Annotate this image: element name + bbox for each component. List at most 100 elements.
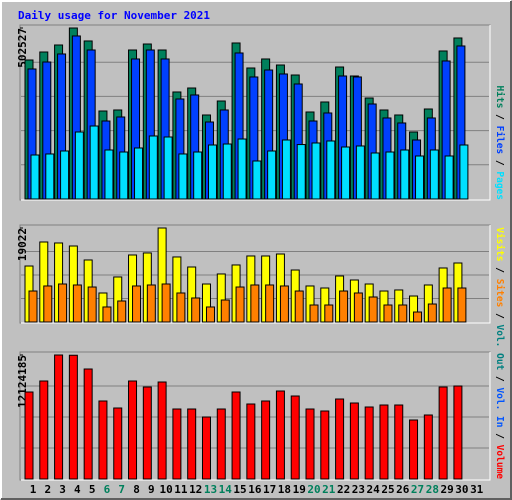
x-tick-label: 4 (74, 483, 81, 496)
bar (335, 398, 345, 480)
bar (309, 304, 319, 323)
bar (119, 151, 129, 200)
bar (409, 419, 419, 480)
x-tick-label: 15 (233, 483, 246, 496)
bar (281, 139, 291, 200)
bar (128, 380, 138, 480)
bar (28, 290, 38, 323)
bar (294, 290, 304, 323)
bar (341, 146, 351, 200)
bar (275, 390, 285, 480)
bar (252, 160, 262, 200)
bar (237, 138, 247, 200)
x-tick-label: 30 (455, 483, 468, 496)
legend-separator: / (494, 370, 505, 387)
x-tick-label: 26 (396, 483, 410, 496)
bar (68, 354, 78, 480)
bar (250, 284, 260, 323)
bar (413, 311, 423, 323)
bar (349, 402, 359, 480)
bar (43, 285, 53, 323)
x-tick-label: 29 (440, 483, 453, 496)
x-tick-label: 25 (381, 483, 394, 496)
bar (205, 306, 215, 323)
bar (400, 149, 410, 200)
bar (320, 410, 330, 480)
x-tick-label: 17 (263, 483, 276, 496)
x-tick-label: 21 (322, 483, 336, 496)
bar (394, 404, 404, 480)
bar (368, 296, 378, 323)
legend-separator: / (494, 154, 505, 171)
y-tick-label: 19022 (16, 228, 29, 261)
legend-entry: Hits (494, 86, 505, 109)
bar (161, 283, 171, 323)
bar (267, 150, 277, 200)
bar (54, 354, 64, 480)
x-tick-label: 11 (174, 483, 188, 496)
bar (453, 385, 463, 480)
bar (74, 131, 84, 200)
x-tick-label: 18 (278, 483, 291, 496)
bar (220, 299, 230, 323)
bar (157, 381, 167, 480)
legend-entry: Sites (494, 279, 505, 308)
bar (72, 284, 82, 323)
x-tick-label: 31 (470, 483, 484, 496)
legend: Visits / Sites / Vol. Out / Vol. In / Vo… (494, 227, 505, 479)
bar (370, 152, 380, 200)
bar (45, 153, 55, 200)
bar (364, 406, 374, 480)
bar (102, 306, 112, 323)
bar (324, 304, 334, 323)
bar (172, 408, 182, 480)
bar (261, 400, 271, 480)
bar (89, 125, 99, 200)
bar (235, 286, 245, 323)
legend-entry: Volume (494, 445, 505, 480)
x-tick-label: 24 (367, 483, 381, 496)
legend-separator: / (494, 262, 505, 279)
bar (246, 403, 256, 480)
x-tick-label: 27 (411, 483, 424, 496)
legend-separator: / (494, 108, 505, 125)
bar (24, 391, 34, 480)
bar (427, 303, 437, 323)
bar (87, 286, 97, 323)
legend-entry: Vol. Out (494, 325, 505, 371)
x-tick-label: 9 (148, 483, 155, 496)
x-tick-label: 6 (104, 483, 111, 496)
bar (193, 151, 203, 200)
bar (279, 285, 289, 323)
x-tick-label: 1 (30, 483, 37, 496)
legend-separator: / (494, 307, 505, 324)
x-tick-label: 3 (59, 483, 66, 496)
x-tick-label: 7 (118, 483, 125, 496)
bar (142, 386, 152, 480)
bar (60, 150, 70, 200)
bar (191, 297, 201, 323)
bar (113, 407, 123, 480)
legend-entry: Vol. In (494, 387, 505, 427)
bar (429, 149, 439, 200)
panel-edge (21, 352, 491, 481)
bar (296, 144, 306, 200)
bar (265, 284, 275, 323)
legend-entry: Files (494, 126, 505, 155)
x-tick-label: 13 (204, 483, 217, 496)
bar (290, 395, 300, 480)
bar (415, 155, 425, 200)
x-tick-label: 20 (307, 483, 320, 496)
x-tick-label: 23 (352, 483, 365, 496)
x-tick-label: 2 (44, 483, 51, 496)
x-tick-label: 5 (89, 483, 96, 496)
x-tick-label: 22 (337, 483, 350, 496)
bar (39, 380, 49, 480)
panel-edge (21, 225, 491, 324)
bar (222, 143, 232, 200)
panel-edge (21, 25, 491, 201)
bar (83, 368, 93, 480)
bar (353, 292, 363, 323)
